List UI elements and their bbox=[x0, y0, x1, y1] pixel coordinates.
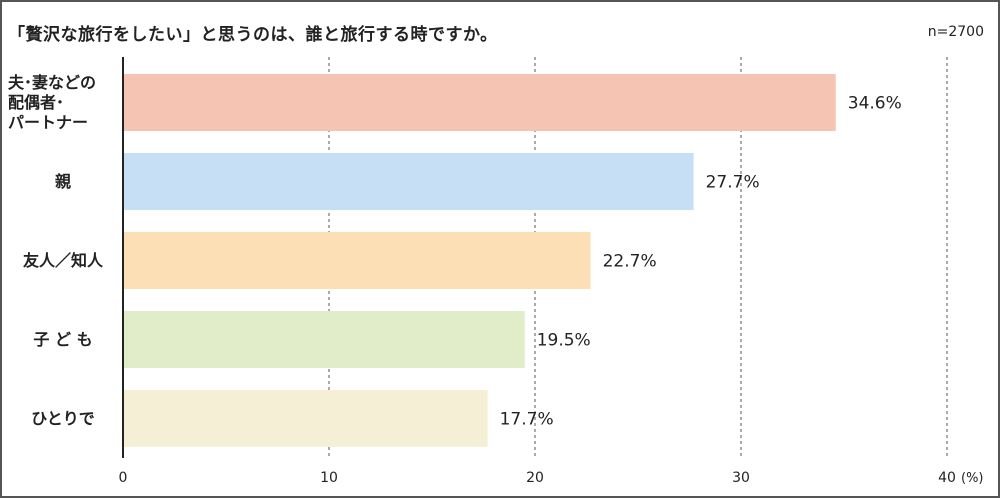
category-label-3: 子 ど も bbox=[33, 329, 93, 349]
sample-size: n=2700 bbox=[927, 24, 984, 40]
value-label-0: 34.6% bbox=[848, 94, 902, 114]
x-tick-label-30: 30 bbox=[732, 470, 750, 486]
x-unit-label: (%) bbox=[961, 471, 984, 486]
bar-1 bbox=[123, 153, 694, 210]
value-label-3: 19.5% bbox=[537, 331, 591, 351]
value-label-4: 17.7% bbox=[500, 410, 554, 430]
bar-4 bbox=[123, 390, 488, 447]
x-tick-label-40: 40 bbox=[938, 470, 956, 486]
bar-3 bbox=[123, 311, 525, 368]
value-label-2: 22.7% bbox=[603, 252, 657, 272]
bar-0 bbox=[123, 74, 836, 131]
x-tick-label-10: 10 bbox=[320, 470, 338, 486]
category-label-4: ひとりで bbox=[31, 408, 95, 428]
value-label-1: 27.7% bbox=[706, 173, 760, 193]
chart-title: 「贅沢な旅行をしたい」と思うのは、誰と旅行する時ですか。 bbox=[8, 25, 498, 45]
x-tick-label-0: 0 bbox=[119, 470, 128, 486]
bar-2 bbox=[123, 232, 591, 289]
x-tick-label-20: 20 bbox=[526, 470, 544, 486]
category-label-1: 親 bbox=[54, 171, 71, 191]
category-label-0: 夫･妻などの 配偶者･ パートナー bbox=[8, 72, 97, 132]
category-label-2: 友人／知人 bbox=[22, 250, 103, 270]
